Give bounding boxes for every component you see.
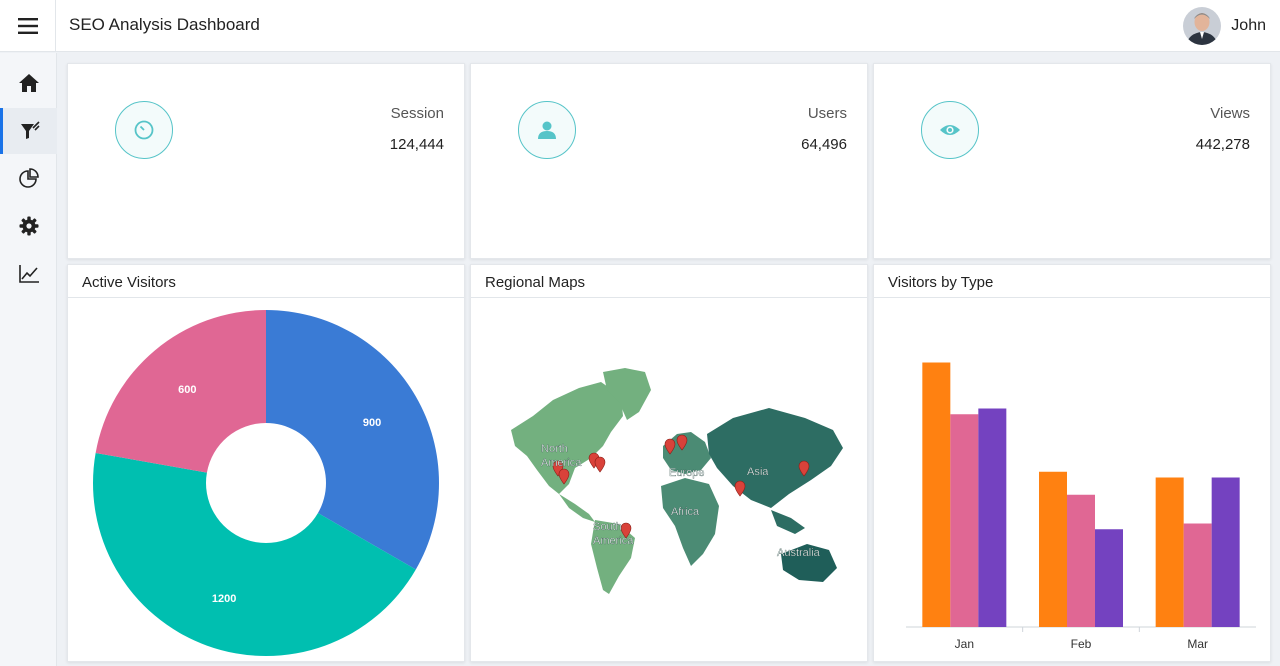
- map-marker-icon[interactable]: [558, 468, 570, 485]
- pie-data-label: 600: [178, 384, 196, 396]
- stat-label: Session: [390, 105, 444, 122]
- user-menu[interactable]: John: [1183, 7, 1266, 45]
- map-region-greenland[interactable]: [603, 368, 651, 420]
- map-marker-icon[interactable]: [594, 456, 606, 473]
- trend-icon: [18, 265, 39, 283]
- stat-card-session: Session 124,444: [67, 63, 465, 259]
- map-region-asia[interactable]: [707, 408, 843, 508]
- pie-slice[interactable]: [266, 310, 439, 570]
- sidebar-item-trend[interactable]: [0, 251, 57, 297]
- pie-data-label: 1200: [212, 593, 236, 605]
- pie-data-label: 900: [363, 417, 381, 429]
- map-region-southeast-asia[interactable]: [771, 510, 805, 534]
- bar[interactable]: [1039, 471, 1067, 627]
- avatar[interactable]: [1183, 7, 1222, 45]
- gear-icon: [19, 216, 38, 236]
- menu-button[interactable]: [0, 0, 56, 52]
- bar[interactable]: [1067, 494, 1095, 627]
- stat-card-users: Users 64,496: [470, 63, 868, 259]
- map-marker-icon[interactable]: [676, 434, 688, 451]
- x-tick-label: Feb: [1071, 637, 1092, 651]
- map-region-north-america[interactable]: [511, 382, 623, 494]
- visitors-by-type-panel: Visitors by Type Jan Feb Mar: [873, 264, 1271, 662]
- timer-icon: [134, 120, 154, 140]
- top-bar: SEO Analysis Dashboard John: [0, 0, 1280, 52]
- stat-value: 442,278: [1195, 136, 1250, 153]
- bar[interactable]: [978, 408, 1007, 628]
- map-marker-icon[interactable]: [664, 438, 676, 455]
- pie-slice[interactable]: [95, 310, 266, 473]
- sidebar: [0, 53, 57, 666]
- pie-chart: 900 1200 600: [93, 310, 439, 656]
- page-title: SEO Analysis Dashboard: [69, 15, 260, 34]
- sidebar-item-home[interactable]: [0, 60, 57, 106]
- map-label-south-america: South America: [593, 521, 634, 547]
- user-name: John: [1231, 17, 1266, 34]
- map-region-africa[interactable]: [661, 478, 719, 566]
- bar-chart: Jan Feb Mar: [906, 362, 1256, 651]
- bar[interactable]: [1183, 523, 1212, 628]
- sidebar-item-settings[interactable]: [0, 203, 57, 249]
- map-label-africa: Africa: [671, 506, 700, 518]
- map-marker-icon[interactable]: [620, 522, 632, 539]
- map-marker-icon[interactable]: [734, 480, 746, 497]
- stat-label: Users: [807, 105, 847, 122]
- bar[interactable]: [950, 414, 979, 627]
- user-icon: [538, 121, 556, 139]
- sidebar-item-pie[interactable]: [0, 155, 57, 201]
- pie-slice[interactable]: [93, 452, 416, 656]
- map-area[interactable]: North America South America Europe Africa …: [471, 298, 867, 661]
- panel-title: Visitors by Type: [874, 265, 1270, 298]
- regional-maps-panel: Regional Maps: [470, 264, 868, 662]
- x-tick-label: Mar: [1187, 637, 1208, 651]
- map-label-asia: Asia: [747, 466, 769, 478]
- stat-value: 64,496: [801, 136, 847, 153]
- pie-chart-area: 900 1200 600: [68, 298, 464, 661]
- stat-value: 124,444: [389, 136, 444, 153]
- x-tick-label: Jan: [955, 637, 974, 651]
- map-region-south-america[interactable]: [591, 520, 635, 594]
- map-region-central-america[interactable]: [559, 494, 595, 522]
- bar[interactable]: [1211, 477, 1240, 628]
- stat-icon-wrap: [518, 101, 576, 159]
- map-marker-icon[interactable]: [798, 460, 810, 477]
- map-region-australia[interactable]: [781, 544, 837, 582]
- world-map[interactable]: North America South America Europe Africa …: [471, 298, 867, 661]
- sidebar-item-filter[interactable]: [0, 108, 57, 154]
- stat-card-views: Views 442,278: [873, 63, 1271, 259]
- bar[interactable]: [922, 362, 951, 628]
- bar[interactable]: [1155, 477, 1184, 628]
- map-label-australia: Australia: [777, 547, 821, 559]
- map-label-north-america: North America: [541, 443, 582, 469]
- hamburger-icon: [17, 18, 38, 34]
- panel-title: Regional Maps: [471, 265, 867, 298]
- map-label-europe: Europe: [669, 467, 704, 479]
- stat-icon-wrap: [921, 101, 979, 159]
- panel-title: Active Visitors: [68, 265, 464, 298]
- home-icon: [18, 74, 39, 92]
- bar-chart-area: Jan Feb Mar: [874, 298, 1270, 661]
- eye-icon: [940, 125, 960, 135]
- stat-label: Views: [1210, 105, 1250, 122]
- filter-icon: [21, 121, 40, 139]
- pie-chart-icon: [18, 168, 39, 188]
- active-visitors-panel: Active Visitors 900 1200 600: [67, 264, 465, 662]
- bar[interactable]: [1095, 529, 1123, 627]
- stat-icon-wrap: [115, 101, 173, 159]
